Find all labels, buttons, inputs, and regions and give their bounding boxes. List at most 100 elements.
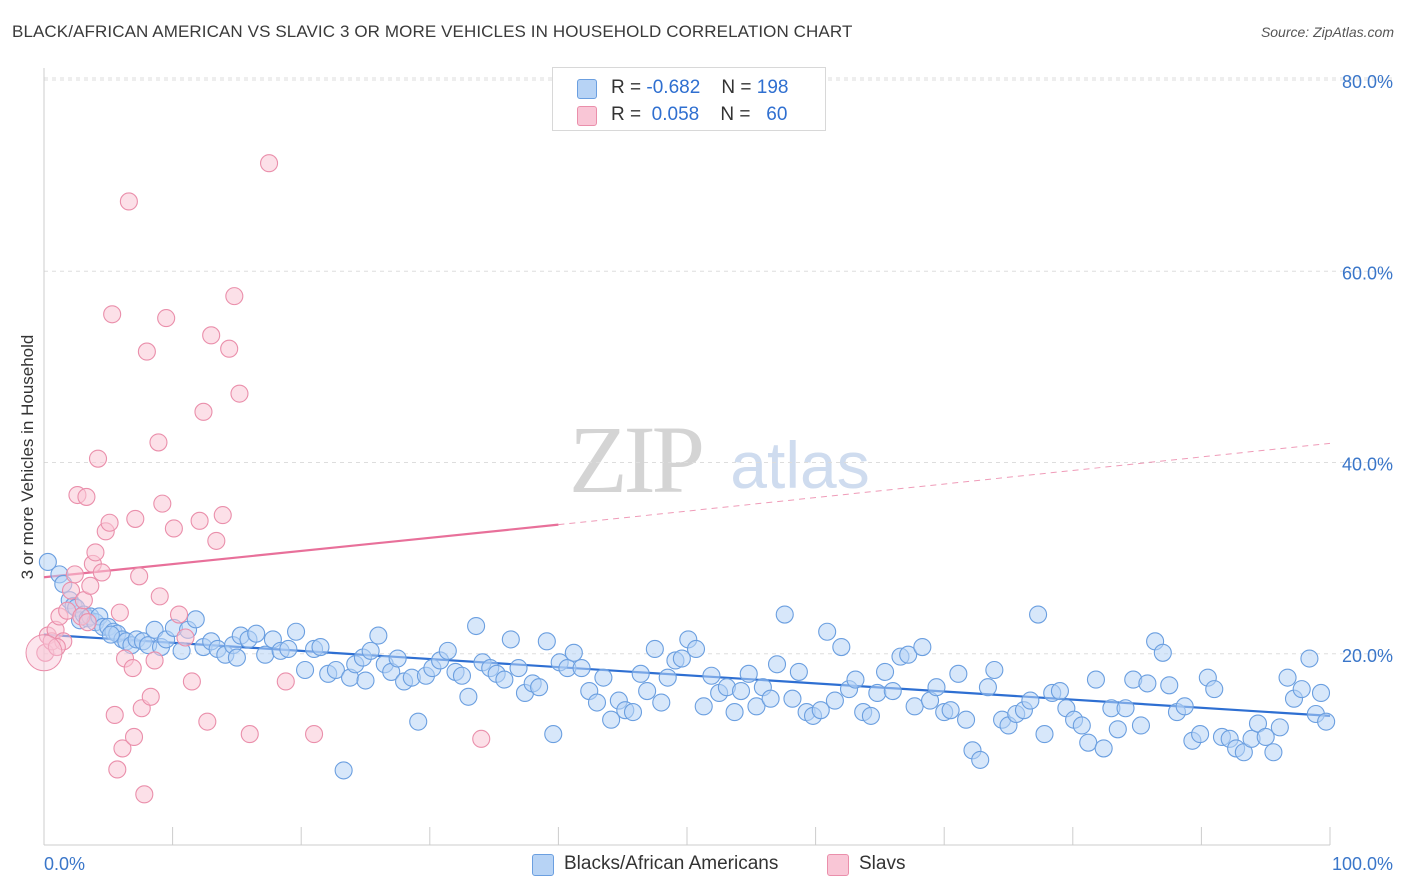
point-slavs <box>220 339 239 358</box>
point-blacks <box>905 697 924 716</box>
point-slavs <box>145 651 164 670</box>
data-points <box>25 154 1336 804</box>
point-blacks <box>985 660 1004 680</box>
point-blacks <box>725 703 744 722</box>
point-blacks <box>978 678 997 697</box>
point-slavs <box>110 603 129 622</box>
y-tick-label: 20.0% <box>1342 646 1393 666</box>
point-slavs <box>149 433 168 452</box>
point-blacks <box>638 681 657 701</box>
point-blacks <box>1116 699 1135 718</box>
point-blacks <box>101 625 120 644</box>
point-slavs <box>259 154 279 173</box>
point-slavs <box>202 326 221 345</box>
x-tick-label: 100.0% <box>1332 854 1393 874</box>
point-blacks <box>694 697 713 716</box>
point-slavs <box>123 659 142 678</box>
trend-line-slavs <box>43 523 559 579</box>
point-slavs <box>81 576 100 595</box>
point-blacks <box>789 662 808 681</box>
point-slavs <box>78 613 97 632</box>
watermark-zip: ZIP <box>569 406 702 513</box>
point-blacks <box>326 660 345 680</box>
point-slavs <box>65 565 84 584</box>
point-blacks <box>623 703 643 722</box>
point-blacks <box>388 649 407 668</box>
point-blacks <box>1278 668 1297 687</box>
point-blacks <box>846 670 865 689</box>
point-blacks <box>509 659 528 678</box>
r-label: R = <box>611 104 642 125</box>
point-blacks <box>1094 739 1113 758</box>
point-slavs <box>119 192 138 211</box>
source-label: Source: ZipAtlas.com <box>1260 24 1394 40</box>
series-legend: Blacks/African Americans Slavs <box>0 852 1406 878</box>
pink-swatch-icon <box>827 854 849 876</box>
y-tick-label: 40.0% <box>1342 455 1393 475</box>
point-blacks <box>587 693 607 712</box>
point-blacks <box>572 659 591 678</box>
point-slavs <box>276 672 295 691</box>
point-blacks <box>1153 643 1172 662</box>
point-blacks <box>409 712 428 731</box>
r-label: R = <box>611 77 642 98</box>
point-blacks <box>1138 674 1157 693</box>
point-slavs <box>126 509 145 528</box>
point-slavs <box>190 511 209 530</box>
point-blacks <box>256 645 275 664</box>
point-blacks <box>957 710 976 729</box>
point-slavs <box>47 638 66 657</box>
point-blacks <box>459 687 478 706</box>
point-blacks <box>1205 680 1224 699</box>
n-label: N = <box>721 77 752 98</box>
point-blacks <box>1029 605 1048 624</box>
point-blacks <box>818 622 837 641</box>
point-blacks <box>1311 683 1331 703</box>
point-blacks <box>1292 680 1311 699</box>
point-slavs <box>176 628 195 647</box>
point-blacks <box>296 660 315 680</box>
grid <box>44 77 1392 655</box>
point-blacks <box>631 664 650 683</box>
point-blacks <box>645 639 664 659</box>
r-value: 0.058 <box>651 104 700 125</box>
point-blacks <box>971 750 990 769</box>
point-blacks <box>247 624 266 643</box>
point-blacks <box>1108 720 1127 739</box>
point-slavs <box>105 705 124 725</box>
point-slavs <box>472 729 491 748</box>
watermark-atlas: atlas <box>730 428 869 502</box>
blue-swatch-icon <box>532 854 554 876</box>
point-blacks <box>537 632 556 651</box>
point-slavs <box>88 449 108 468</box>
point-slavs <box>225 287 244 306</box>
point-blacks <box>311 638 330 657</box>
point-slavs <box>108 760 127 779</box>
point-blacks <box>361 641 380 660</box>
point-blacks <box>594 668 613 687</box>
point-blacks <box>861 706 880 725</box>
point-blacks <box>825 691 844 710</box>
point-blacks <box>38 552 57 572</box>
point-blacks <box>438 641 457 660</box>
r-value: -0.682 <box>646 77 701 98</box>
point-blacks <box>775 605 794 624</box>
point-blacks <box>949 664 968 683</box>
point-blacks <box>227 648 246 667</box>
point-slavs <box>194 402 213 421</box>
point-blacks <box>1131 716 1151 735</box>
point-blacks <box>652 693 671 712</box>
trend-line-slavs-extension <box>558 442 1331 526</box>
point-slavs <box>77 487 96 506</box>
axes <box>43 68 1331 846</box>
point-blacks <box>1079 733 1098 752</box>
point-blacks <box>1050 681 1069 701</box>
point-slavs <box>230 384 249 403</box>
point-blacks <box>767 655 787 674</box>
point-slavs <box>124 727 144 746</box>
point-blacks <box>1175 697 1194 716</box>
point-blacks <box>1191 725 1210 744</box>
point-blacks <box>883 681 902 701</box>
point-blacks <box>913 638 932 657</box>
blue-swatch-icon <box>577 79 597 99</box>
